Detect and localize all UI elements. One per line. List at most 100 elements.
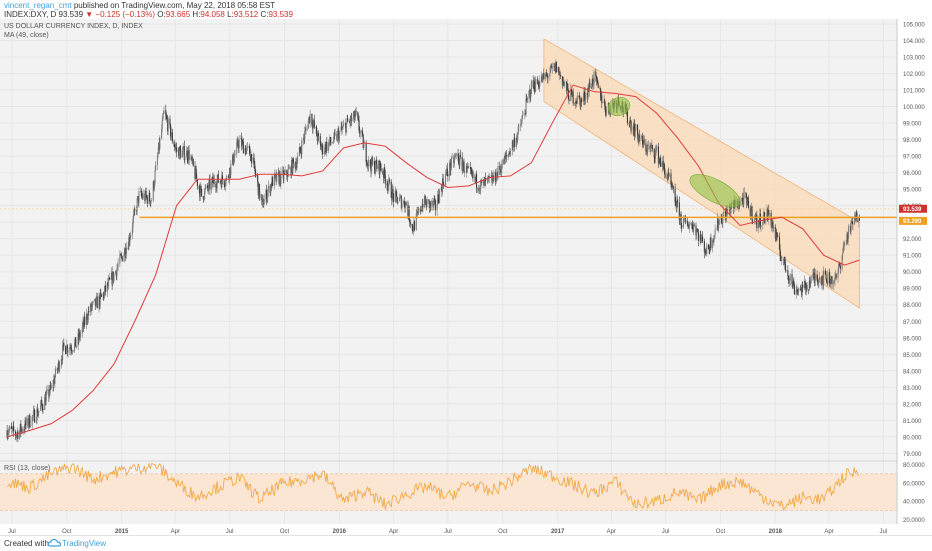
price-tick-label: 88.000 xyxy=(903,303,922,309)
candle xyxy=(691,222,693,230)
candle xyxy=(699,230,701,246)
candle-body xyxy=(344,123,346,125)
candle xyxy=(82,318,85,332)
candle xyxy=(546,73,549,84)
candle-body xyxy=(467,167,469,169)
candle xyxy=(236,138,238,158)
candle-body xyxy=(192,159,194,166)
candle-body xyxy=(419,207,422,212)
candle-body xyxy=(425,201,427,208)
rsi-line[interactable] xyxy=(6,462,860,511)
candle-body xyxy=(341,128,343,130)
tradingview-brand[interactable]: TradingView xyxy=(62,539,107,548)
author-link[interactable]: vincent_regan_cmt xyxy=(4,1,72,10)
candle-body xyxy=(555,62,558,73)
candle xyxy=(368,155,370,172)
candle-body xyxy=(851,221,853,222)
candle xyxy=(745,192,747,199)
candle-body xyxy=(237,140,239,147)
candle xyxy=(549,67,551,81)
candle xyxy=(806,282,808,293)
candle xyxy=(584,98,586,106)
candle xyxy=(464,169,466,178)
candle xyxy=(341,122,343,131)
candle xyxy=(689,220,691,226)
ma-line[interactable] xyxy=(7,84,860,438)
candle-body xyxy=(417,211,419,213)
candle-body xyxy=(753,219,756,221)
candle-body xyxy=(843,242,846,246)
candle-body xyxy=(403,200,405,204)
candle-body xyxy=(687,220,689,227)
candle-body xyxy=(187,150,190,161)
candle xyxy=(376,159,378,172)
candle xyxy=(204,183,206,194)
candle-body xyxy=(378,160,380,175)
candle-body xyxy=(120,255,122,256)
candle xyxy=(743,186,745,199)
candle-body xyxy=(470,169,472,172)
candle xyxy=(298,143,300,157)
candle xyxy=(52,379,54,392)
candle xyxy=(791,268,793,287)
candle xyxy=(15,434,17,438)
candle-body xyxy=(547,76,549,79)
candle xyxy=(582,93,584,106)
candle xyxy=(579,99,581,110)
candle xyxy=(103,291,105,302)
candle-body xyxy=(405,202,407,210)
candle-body xyxy=(205,185,207,189)
ma-legend[interactable]: MA (49, close) xyxy=(4,32,49,39)
candle-body xyxy=(526,98,528,100)
candle-body xyxy=(688,224,690,228)
candle-body xyxy=(241,141,243,147)
highlight-ellipse[interactable] xyxy=(606,94,633,118)
candle xyxy=(746,193,748,209)
candle-body xyxy=(703,241,705,253)
candle-body xyxy=(476,187,478,189)
candle-body xyxy=(365,143,367,163)
highlight-ellipse[interactable] xyxy=(685,168,745,214)
candle xyxy=(34,408,36,423)
rsi-legend[interactable]: RSI (13, close) xyxy=(4,465,51,472)
candle xyxy=(95,296,97,308)
candle-body xyxy=(20,428,23,432)
candle-body xyxy=(424,195,426,208)
candle-body xyxy=(133,209,135,215)
candle xyxy=(650,144,652,156)
candle-body xyxy=(34,409,36,423)
candle-body xyxy=(560,75,562,77)
candle xyxy=(170,135,172,141)
candle-body xyxy=(99,296,101,306)
candle xyxy=(835,270,837,280)
candle-body xyxy=(437,194,439,204)
candle xyxy=(667,169,669,184)
candle xyxy=(568,95,570,105)
candle-body xyxy=(413,221,416,230)
candle-body xyxy=(810,276,812,284)
candle-body xyxy=(11,428,13,430)
candle xyxy=(580,97,583,107)
candle xyxy=(666,174,668,181)
candle xyxy=(332,141,334,144)
candle xyxy=(90,301,92,311)
candle xyxy=(426,196,428,208)
candle-body xyxy=(632,125,634,135)
candle-body xyxy=(518,126,520,127)
candle xyxy=(161,116,163,133)
candle-body xyxy=(447,174,449,177)
candle xyxy=(675,197,677,207)
candle xyxy=(809,276,811,289)
candle-body xyxy=(267,191,269,197)
candle-body xyxy=(87,310,89,321)
candle xyxy=(829,268,831,287)
candle xyxy=(507,154,509,161)
candle xyxy=(266,193,268,204)
candle-body xyxy=(659,158,661,160)
price-chart[interactable]: 105.000104.000103.000102.000101.000100.0… xyxy=(0,0,932,535)
candle xyxy=(329,134,331,147)
candle xyxy=(520,120,522,125)
candle-body xyxy=(213,178,215,184)
candle-body xyxy=(784,256,786,264)
candle xyxy=(401,199,403,213)
